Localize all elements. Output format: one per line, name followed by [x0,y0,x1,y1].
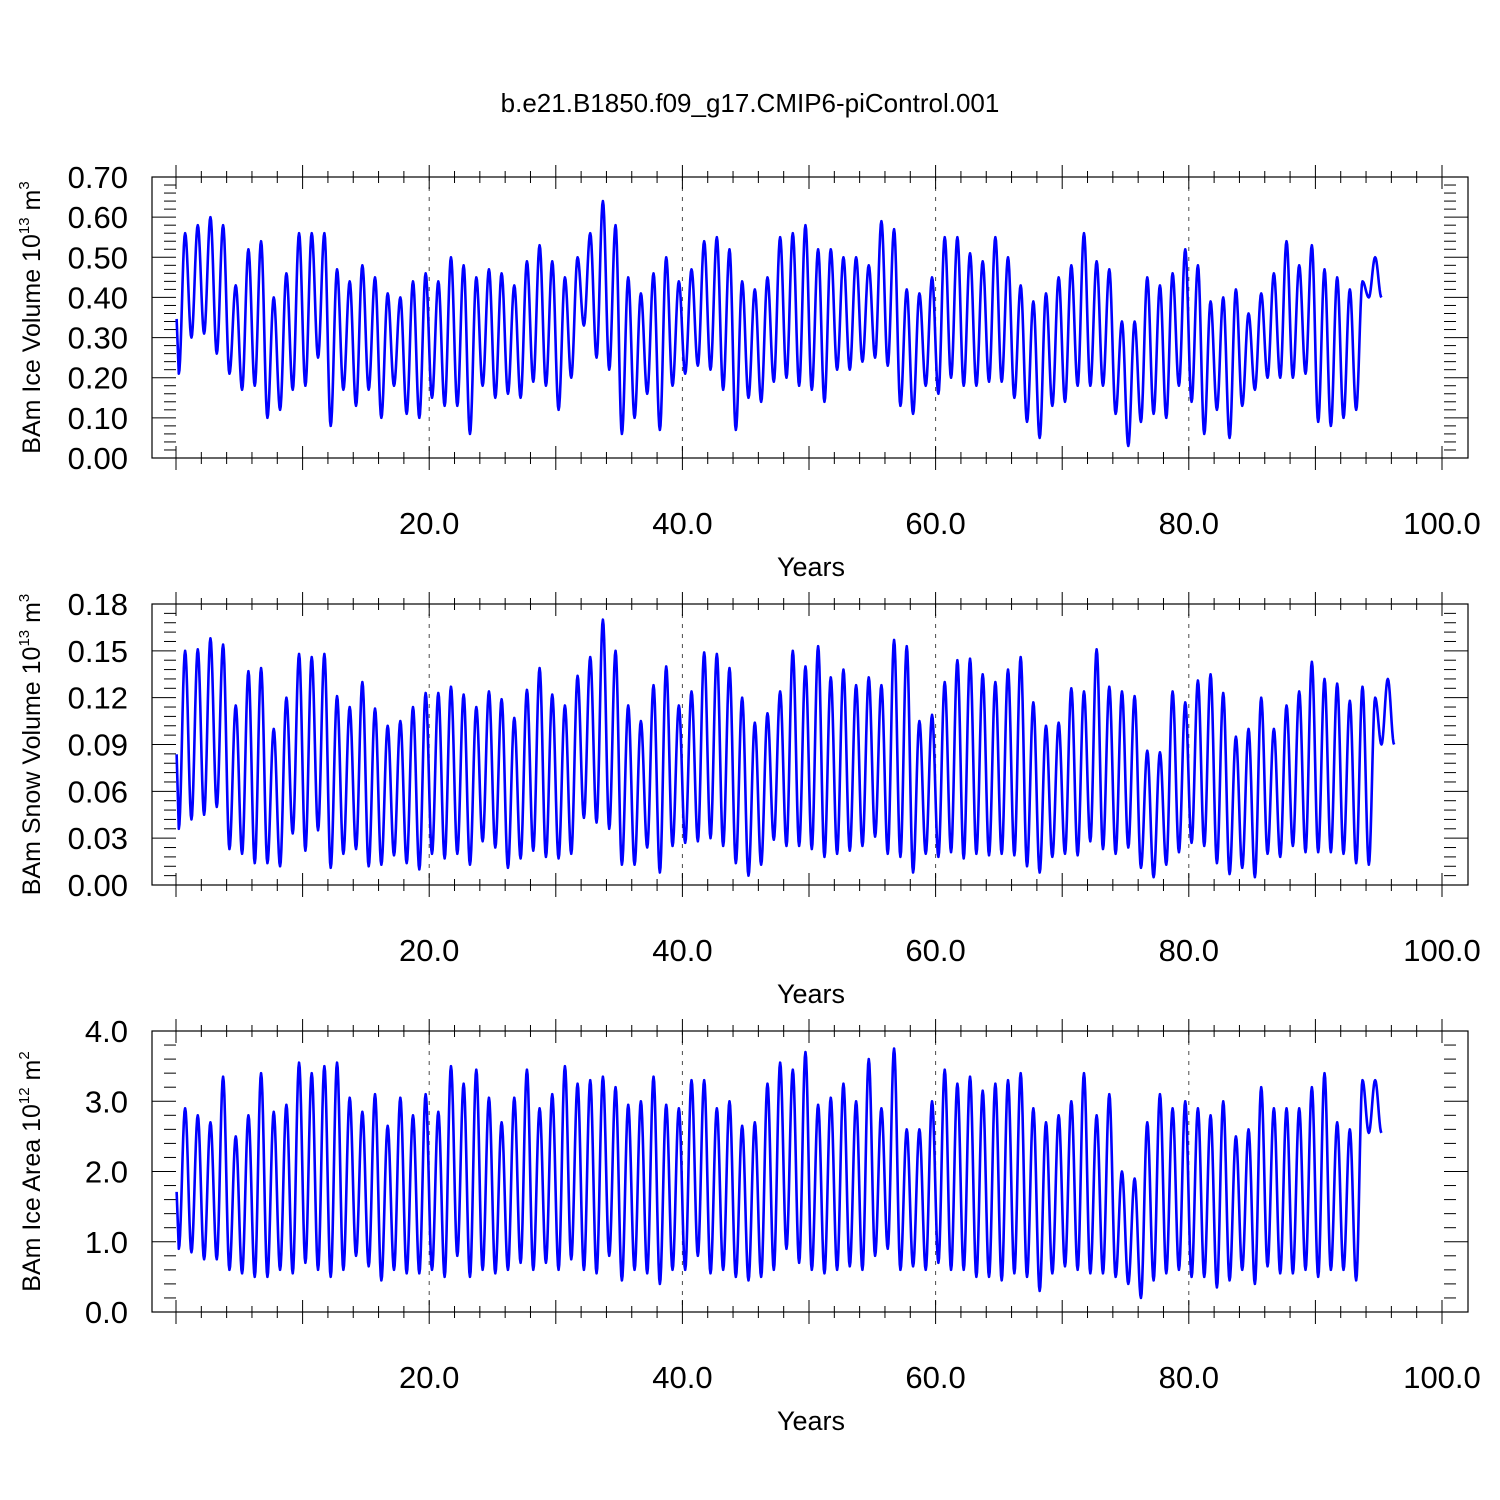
chart-panel-1: 0.00 0.10 0.20 0.30 0.40 0.50 0.60 0.70 20.0 40.0… [16,160,1481,582]
x-tick-label: 40.0 [652,933,712,968]
y-tick-label: 0.50 [68,240,128,275]
x-tick-label: 40.0 [652,506,712,541]
y-axis-unit-suffix: m [18,1060,46,1088]
y-axis-unit-suffix-exp: 3 [16,181,33,189]
x-tick-label: 80.0 [1159,1360,1219,1395]
x-tick-label: 100.0 [1403,506,1481,541]
y-axis-unit-exp: 13 [16,630,33,647]
y-tick-label: 0.03 [68,821,128,856]
data-series-line [175,618,1396,879]
y-tick-label: 0.0 [85,1295,128,1330]
chart-panel-3: 0.0 1.0 2.0 3.0 4.0 20.0 40.0 60.0 80.0 100.0 Year… [16,1014,1481,1436]
y-tick-label: 0.10 [68,401,128,436]
x-tick-label: 100.0 [1403,1360,1481,1395]
y-tick-label: 0.12 [68,681,128,716]
y-tick-label: 0.70 [68,160,128,195]
y-axis-label: BAm Ice Volume 1013 m3 [16,181,46,453]
y-axis-label-name: BAm Ice Volume [18,262,46,454]
x-tick-label: 20.0 [399,506,459,541]
y-axis-unit-suffix: m [18,602,46,630]
figure-title: b.e21.B1850.f09_g17.CMIP6-piControl.001 [501,88,1000,118]
y-tick-label: 0.60 [68,200,128,235]
y-tick-label: 4.0 [85,1014,128,1049]
x-axis-label: Years [777,1406,845,1436]
data-series-line [175,199,1383,448]
x-tick-label: 100.0 [1403,933,1481,968]
y-axis-unit-base: 10 [18,647,46,675]
x-tick-label: 20.0 [399,933,459,968]
y-tick-label: 2.0 [85,1155,128,1190]
x-axis-label: Years [777,552,845,582]
x-tick-label: 60.0 [905,1360,965,1395]
x-tick-label: 80.0 [1159,506,1219,541]
y-axis-unit-suffix-exp: 3 [16,594,33,602]
y-axis-unit-suffix: m [18,190,46,218]
x-tick-label: 20.0 [399,1360,459,1395]
y-tick-label: 0.30 [68,321,128,356]
y-axis-unit-base: 10 [18,1104,46,1132]
data-series-line [175,1047,1383,1300]
y-tick-label: 0.15 [68,634,128,669]
y-tick-label: 0.00 [68,868,128,903]
y-axis-unit-exp: 12 [16,1087,33,1104]
x-tick-label: 80.0 [1159,933,1219,968]
chart-panel-2: 0.00 0.03 0.06 0.09 0.12 0.15 0.18 20.0 40.0 60.0… [16,587,1481,1009]
y-tick-label: 0.06 [68,774,128,809]
x-tick-label: 60.0 [905,933,965,968]
y-axis-label: BAm Ice Area 1012 m2 [16,1051,46,1291]
y-axis-label-name: BAm Ice Area [18,1132,46,1292]
y-tick-label: 0.18 [68,587,128,622]
y-axis-unit-exp: 13 [16,217,33,234]
x-tick-label: 60.0 [905,506,965,541]
y-tick-label: 0.00 [68,441,128,476]
y-tick-label: 1.0 [85,1225,128,1260]
y-axis-unit-base: 10 [18,234,46,262]
y-axis-label: BAm Snow Volume 1013 m3 [16,594,46,896]
y-tick-label: 0.20 [68,361,128,396]
x-axis-label: Years [777,979,845,1009]
y-tick-label: 0.40 [68,280,128,315]
y-axis-label-name: BAm Snow Volume [18,674,46,895]
x-tick-label: 40.0 [652,1360,712,1395]
plot-frame [151,176,1469,459]
y-tick-label: 0.09 [68,728,128,763]
y-tick-label: 3.0 [85,1084,128,1119]
y-axis-unit-suffix-exp: 2 [16,1051,33,1059]
